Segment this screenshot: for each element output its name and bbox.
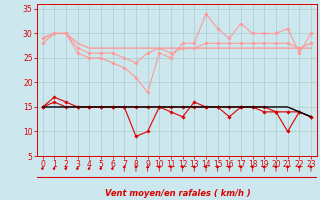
Text: Vent moyen/en rafales ( km/h ): Vent moyen/en rafales ( km/h ) xyxy=(105,189,251,198)
